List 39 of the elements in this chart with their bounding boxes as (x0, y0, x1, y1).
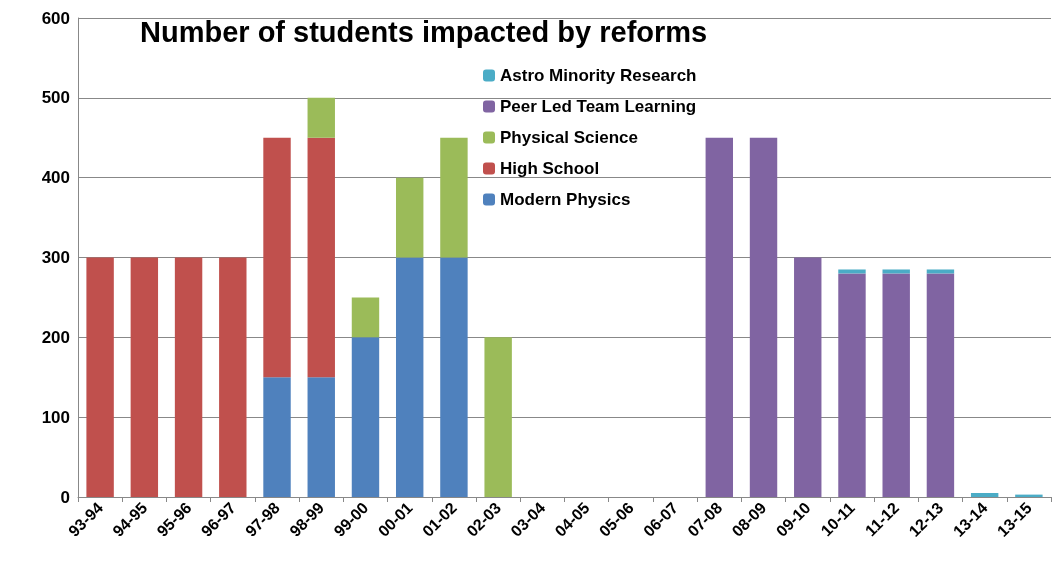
legend-label: Physical Science (500, 128, 638, 147)
bar (174, 257, 203, 497)
legend-label: High School (500, 159, 600, 178)
bar (395, 177, 424, 258)
bar (351, 297, 380, 338)
bar (86, 257, 114, 497)
y-tick-label: 200 (41, 327, 70, 347)
bar (440, 137, 468, 258)
y-tick-label: 100 (41, 407, 70, 427)
bar (926, 269, 955, 274)
bar (307, 377, 335, 497)
y-tick-label: 300 (41, 248, 70, 267)
bar (307, 137, 335, 378)
legend-label: Peer Led Team Learning (500, 97, 697, 116)
bar (440, 257, 468, 497)
bar (882, 269, 910, 274)
bar (749, 137, 778, 497)
y-tick-label: 500 (41, 88, 70, 108)
bar (838, 269, 866, 274)
chart-title: Number of students impacted by reforms (140, 15, 708, 48)
bar (395, 257, 424, 497)
bar (351, 337, 380, 497)
legend-label: Astro Minority Research (500, 66, 697, 85)
bar (926, 273, 955, 497)
bar (794, 257, 822, 497)
y-tick-label: 600 (41, 8, 70, 28)
bar (838, 273, 866, 497)
bar (263, 137, 291, 378)
bar (484, 337, 512, 497)
bar (263, 377, 291, 497)
bar (130, 257, 159, 497)
legend-label: Modern Physics (500, 190, 631, 209)
bar (882, 273, 910, 497)
bar (219, 257, 247, 497)
bar (307, 97, 335, 138)
y-tick-label: 0 (60, 487, 70, 507)
y-tick-label: 400 (41, 168, 70, 188)
bar (970, 493, 999, 497)
bar (705, 137, 734, 497)
